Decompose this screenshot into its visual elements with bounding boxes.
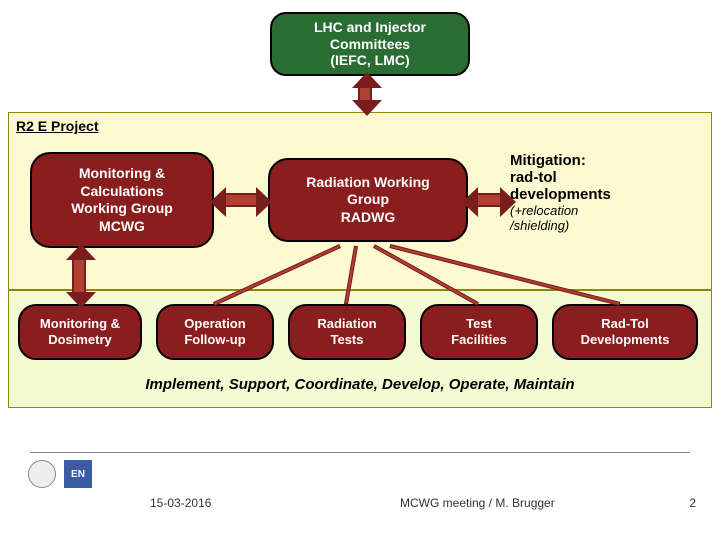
b1-l1: Monitoring & [40,316,120,332]
mcwg-box: Monitoring & Calculations Working Group … [30,152,214,248]
radwg-box: Radiation Working Group RADWG [268,158,468,242]
b1-l2: Dosimetry [40,332,120,348]
mcwg-l2: Calculations [80,183,163,201]
b5-l2: Developments [581,332,670,348]
footer-rule [30,452,690,453]
en-logo-icon: EN [64,460,92,488]
b5-l1: Rad-Tol [581,316,670,332]
mcwg-l1: Monitoring & [79,165,165,183]
footer-meeting: MCWG meeting / M. Brugger [400,496,555,510]
top-committees-box: LHC and Injector Committees (IEFC, LMC) [270,12,470,76]
monitoring-dosimetry-box: Monitoring & Dosimetry [18,304,142,360]
radwg-l2: Group [347,191,389,209]
radwg-l1: Radiation Working [306,174,429,192]
top-line2: Committees [314,36,426,53]
footer-date: 15-03-2016 [150,496,211,510]
b2-l2: Follow-up [184,332,245,348]
b4-l2: Facilities [451,332,507,348]
test-facilities-box: Test Facilities [420,304,538,360]
radwg-l3: RADWG [341,209,395,227]
mcwg-l3: Working Group [71,200,173,218]
top-line1: LHC and Injector [314,19,426,36]
arrow-top-to-radwg [358,86,372,102]
tagline: Implement, Support, Coordinate, Develop,… [0,376,720,393]
mcwg-l4: MCWG [99,218,145,236]
mitigation-s1: (+relocation [510,203,694,218]
footer-page-number: 2 [689,496,696,510]
arrow-mcwg-to-monitoring [72,258,86,294]
arrow-radwg-mitigation [476,193,502,207]
radtol-developments-box: Rad-Tol Developments [552,304,698,360]
mitigation-t2: rad-tol [510,169,694,186]
b3-l2: Tests [317,332,376,348]
footer: 15-03-2016 MCWG meeting / M. Brugger 2 [0,496,720,520]
mitigation-s2: /shielding) [510,218,694,233]
mitigation-t1: Mitigation: [510,152,694,169]
cern-logo-icon [28,460,56,488]
b3-l1: Radiation [317,316,376,332]
b2-l1: Operation [184,316,245,332]
arrow-mcwg-radwg [224,193,258,207]
mitigation-box: Mitigation: rad-tol developments (+reloc… [510,152,694,248]
operation-followup-box: Operation Follow-up [156,304,274,360]
mitigation-t3: developments [510,186,694,203]
top-line3: (IEFC, LMC) [314,52,426,69]
r2e-project-label: R2 E Project [16,118,98,134]
radiation-tests-box: Radiation Tests [288,304,406,360]
b4-l1: Test [451,316,507,332]
